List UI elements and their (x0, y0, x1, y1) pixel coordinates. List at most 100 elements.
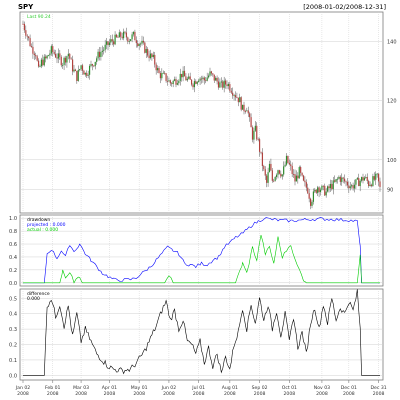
candle-body (350, 186, 351, 188)
candle-body (343, 178, 344, 179)
candle-body (173, 81, 174, 84)
candle-body (177, 83, 178, 85)
candle-body (114, 35, 115, 45)
candle-body (150, 54, 151, 58)
candle-body (320, 190, 321, 192)
candle-body (99, 52, 100, 57)
x-tick-year: 2008 (47, 391, 59, 397)
candle-body (235, 95, 236, 97)
candle-body (256, 126, 257, 139)
candle-body (122, 37, 123, 38)
x-tick-year: 2008 (17, 391, 29, 397)
candle-body (216, 78, 217, 82)
candle-body (372, 176, 373, 186)
y-tick-label: 1.0 (9, 216, 17, 222)
candle-body (32, 47, 33, 54)
x-tick-year: 2008 (316, 391, 328, 397)
x-tick-label: Sep 02 (252, 385, 268, 391)
candle-body (24, 24, 25, 30)
candle-body (318, 187, 319, 192)
candle-body (214, 75, 215, 81)
candle-body (90, 64, 91, 66)
candle-body (190, 76, 191, 79)
candle-body (345, 181, 346, 182)
candle-body (59, 53, 60, 57)
candle-body (187, 79, 188, 81)
x-tick-year: 2008 (254, 391, 266, 397)
x-tick-label: Jun 02 (161, 385, 177, 391)
candle-body (232, 93, 233, 96)
candle-body (219, 83, 220, 88)
x-tick-label: Apr 01 (102, 385, 117, 391)
candle-body (321, 186, 322, 190)
candle-body (106, 41, 107, 44)
candle-body (65, 58, 66, 63)
candle-body (191, 80, 192, 85)
candle-body (304, 181, 305, 183)
x-tick-year: 2008 (75, 391, 87, 397)
candle-body (215, 78, 216, 81)
candle-body (35, 55, 36, 56)
x-tick-year: 2008 (193, 391, 205, 397)
candle-body (333, 180, 334, 189)
y-tick-label: 0.0 (9, 281, 17, 287)
candle-body (201, 79, 202, 80)
candle-body (258, 139, 259, 140)
candle-body (28, 36, 29, 38)
candle-body (79, 69, 80, 70)
candle-body (330, 184, 331, 188)
candle-body (362, 177, 363, 180)
candle-body (314, 190, 315, 192)
candle-body (270, 164, 271, 170)
last-price-label: Last 90.24 (27, 14, 51, 20)
candle-body (52, 46, 53, 52)
candle-body (334, 180, 335, 181)
candle-body (119, 32, 120, 37)
candle-body (269, 164, 270, 172)
candle-body (97, 52, 98, 59)
x-tick-label: May 01 (131, 385, 148, 391)
y-tick-label: 100 (387, 158, 397, 164)
candle-body (27, 36, 28, 37)
candle-body (88, 75, 89, 76)
candle-body (277, 170, 278, 175)
candle-body (221, 81, 222, 82)
candle-body (309, 193, 310, 199)
candle-body (126, 33, 127, 38)
candle-body (331, 184, 332, 189)
candle-body (140, 44, 141, 45)
candle-body (260, 152, 261, 153)
candle-body (107, 41, 108, 45)
candle-body (224, 81, 225, 88)
candle-body (117, 37, 118, 38)
candle-body (45, 57, 46, 59)
y-tick-label: 140 (387, 40, 397, 46)
candle-body (323, 186, 324, 187)
candle-body (54, 52, 55, 54)
candle-body (130, 39, 131, 41)
candle-body (222, 81, 223, 87)
candle-body (218, 81, 219, 87)
candle-body (171, 83, 172, 84)
candle-body (357, 178, 358, 179)
candle-body (226, 84, 227, 86)
x-tick-year: 2008 (343, 391, 355, 397)
candle-body (151, 54, 152, 57)
y-tick-label: 0.2 (9, 343, 17, 349)
candle-body (371, 185, 372, 186)
candle-body (141, 41, 142, 44)
candle-body (324, 186, 325, 196)
candle-body (242, 105, 243, 110)
candle-body (300, 167, 301, 173)
candle-body (289, 163, 290, 164)
candle-body (301, 173, 302, 176)
candle-body (154, 55, 155, 65)
candle-body (92, 64, 93, 65)
candle-body (208, 76, 209, 78)
y-tick-label: 0.8 (9, 229, 17, 235)
candle-body (147, 49, 148, 55)
candle-body (182, 71, 183, 77)
candle-body (245, 111, 246, 112)
candle-body (282, 174, 283, 176)
